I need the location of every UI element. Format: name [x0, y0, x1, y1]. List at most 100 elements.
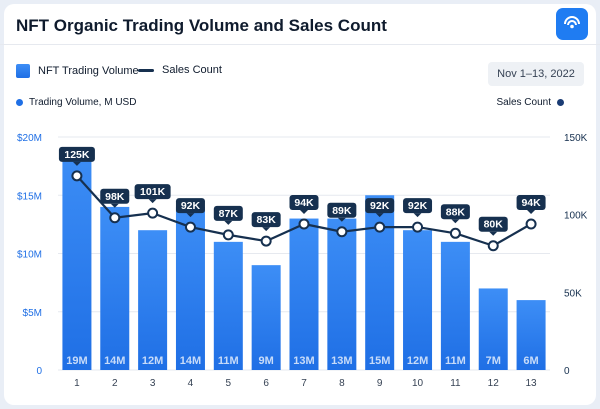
- bar-value-label: 6M: [523, 355, 538, 367]
- line-point: [374, 221, 386, 233]
- line-point: [147, 207, 159, 219]
- bar: [327, 218, 357, 370]
- callout-box: [327, 202, 357, 218]
- callout-box: [403, 198, 433, 214]
- bar: [100, 206, 130, 370]
- bar-value-label: 14M: [104, 355, 125, 367]
- line-point: [222, 229, 234, 241]
- line-value-label: 125K: [64, 149, 90, 161]
- left-axis-title: Trading Volume, M USD: [16, 97, 136, 108]
- line-value-label: 94K: [294, 197, 314, 209]
- callout-box: [251, 212, 281, 228]
- right-axis-dot-icon: [557, 99, 564, 106]
- line-value-callout: 101K: [134, 184, 171, 204]
- callout-box: [289, 194, 319, 210]
- line-value-label: 80K: [484, 219, 504, 231]
- x-tick-label: 3: [150, 378, 156, 389]
- bar: [440, 241, 470, 370]
- bar-value-label: 15M: [369, 355, 390, 367]
- bar-value-label: 12M: [407, 355, 428, 367]
- left-tick-label: $10M: [17, 250, 42, 261]
- brand-logo-icon: [556, 8, 588, 40]
- bar: [403, 230, 433, 370]
- header-divider: [0, 44, 600, 45]
- line-value-callout: 80K: [478, 216, 508, 236]
- line-value-callout: 94K: [289, 194, 319, 214]
- callout-pointer: [451, 219, 460, 224]
- bar-value-label: 11M: [445, 355, 466, 367]
- x-tick-label: 7: [301, 378, 307, 389]
- line-value-callout: 94K: [516, 194, 546, 214]
- x-tick-label: 6: [263, 378, 269, 389]
- callout-pointer: [72, 161, 81, 166]
- left-tick-label: 0: [36, 366, 42, 377]
- callout-box: [478, 216, 508, 232]
- line-value-label: 83K: [257, 214, 277, 226]
- right-tick-label: 150K: [564, 133, 588, 144]
- legend-item-sales: Sales Count: [138, 64, 222, 76]
- bar: [62, 148, 92, 370]
- callout-box: [134, 184, 171, 200]
- line-value-label: 92K: [370, 200, 390, 212]
- callout-box: [516, 194, 546, 210]
- bar-value-label: 19M: [66, 355, 87, 367]
- bar-value-label: 9M: [259, 355, 274, 367]
- callout-pointer: [300, 209, 308, 214]
- x-tick-label: 10: [412, 378, 424, 389]
- legend-item-volume: NFT Trading Volume: [16, 64, 139, 78]
- bar: [365, 195, 395, 370]
- chart-title: NFT Organic Trading Volume and Sales Cou…: [16, 16, 387, 35]
- line-value-label: 94K: [521, 197, 541, 209]
- line-point: [298, 218, 310, 230]
- line-point: [412, 221, 424, 233]
- callout-pointer: [148, 199, 157, 204]
- bar-value-label: 14M: [180, 355, 201, 367]
- line-value-label: 98K: [105, 191, 125, 203]
- x-tick-label: 5: [226, 378, 232, 389]
- legend-label-sales: Sales Count: [162, 64, 222, 76]
- bar-value-label: 13M: [331, 355, 352, 367]
- callout-pointer: [375, 213, 384, 218]
- line-value-callout: 92K: [175, 198, 205, 218]
- bar-value-label: 7M: [486, 355, 501, 367]
- x-tick-label: 11: [450, 378, 461, 389]
- line-point: [336, 226, 348, 238]
- line-value-callout: 83K: [251, 212, 281, 232]
- legend-label-volume: NFT Trading Volume: [38, 65, 139, 77]
- right-axis-title: Sales Count: [497, 97, 570, 108]
- x-tick-label: 9: [377, 378, 383, 389]
- bar-swatch-icon: [16, 64, 30, 78]
- left-axis-dot-icon: [16, 99, 23, 106]
- bar: [251, 265, 281, 370]
- callout-box: [440, 204, 470, 220]
- line-point: [71, 170, 83, 182]
- callout-pointer: [262, 227, 271, 232]
- left-axis-title-label: Trading Volume, M USD: [29, 97, 137, 108]
- x-tick-label: 13: [526, 378, 538, 389]
- line-value-label: 92K: [181, 200, 201, 212]
- right-tick-label: 100K: [564, 211, 588, 222]
- callout-pointer: [224, 220, 233, 225]
- line-point: [487, 240, 499, 252]
- bar: [478, 288, 508, 370]
- bar: [175, 206, 205, 370]
- callout-box: [100, 188, 130, 204]
- left-tick-label: $15M: [17, 191, 42, 202]
- right-tick-label: 0: [564, 366, 570, 377]
- bar-value-label: 11M: [218, 355, 239, 367]
- line-value-callout: 92K: [365, 198, 395, 218]
- line-value-label: 101K: [140, 186, 166, 198]
- line-value-callout: 125K: [58, 146, 95, 166]
- callout-pointer: [337, 217, 346, 222]
- x-tick-label: 8: [339, 378, 345, 389]
- line-swatch-icon: [138, 68, 154, 72]
- line-value-label: 88K: [446, 206, 466, 218]
- x-tick-label: 4: [188, 378, 194, 389]
- callout-box: [213, 205, 243, 221]
- line-point: [184, 221, 196, 233]
- bar-value-label: 12M: [142, 355, 163, 367]
- bar-value-label: 13M: [293, 355, 314, 367]
- line-value-label: 92K: [408, 200, 428, 212]
- callout-pointer: [413, 213, 422, 218]
